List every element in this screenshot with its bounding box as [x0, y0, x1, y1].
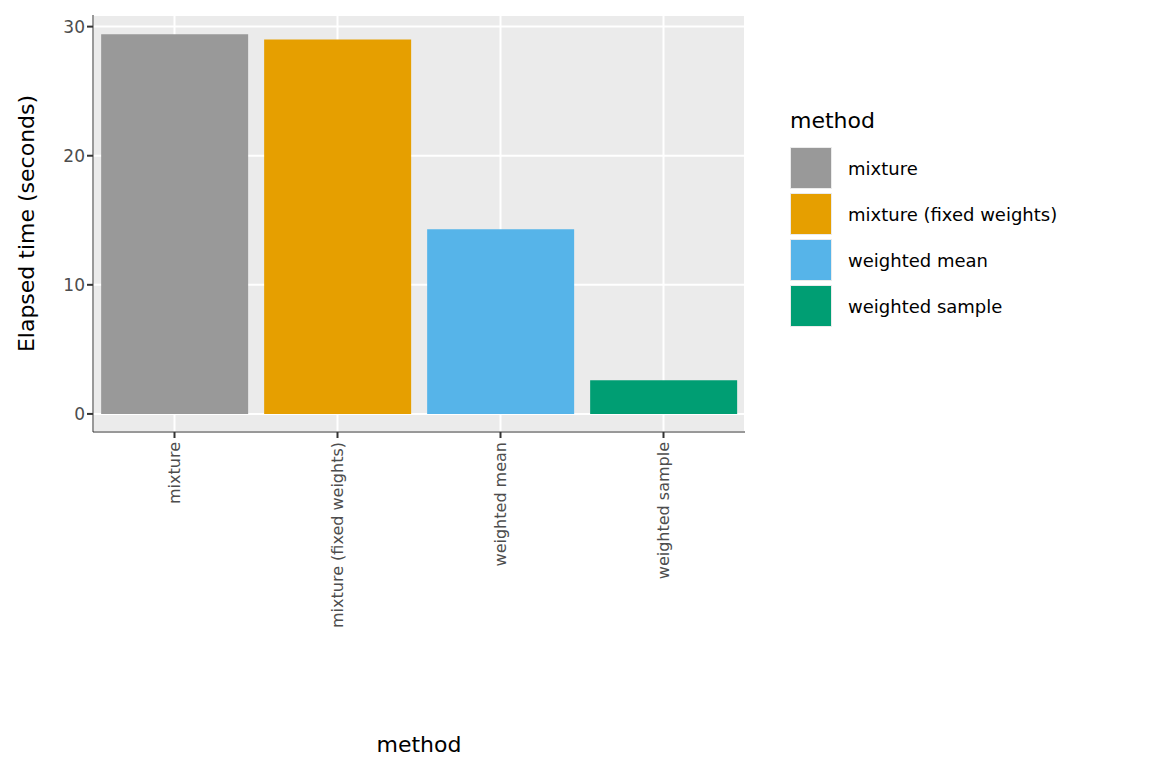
html-text:weighted mean: weighted mean: [848, 249, 988, 271]
svg-text:method: method: [377, 732, 462, 757]
html-text:mixture: mixture: [848, 157, 918, 179]
svg-text:30: 30: [63, 17, 85, 37]
html-text:method: method: [790, 108, 875, 133]
svg-text:mixture (fixed weights): mixture (fixed weights): [328, 442, 347, 628]
svg-text:0: 0: [74, 404, 85, 424]
svg-text:20: 20: [63, 146, 85, 166]
html-text:mixture (fixed weights): mixture (fixed weights): [848, 203, 1058, 225]
html-text:weighted sample: weighted sample: [848, 295, 1003, 317]
svg-text:Elapsed time (seconds): Elapsed time (seconds): [14, 95, 39, 352]
svg-text:10: 10: [63, 275, 85, 295]
svg-text:mixture: mixture: [165, 442, 184, 504]
svg-text:weighted sample: weighted sample: [654, 442, 673, 579]
svg-text:weighted mean: weighted mean: [491, 442, 510, 566]
